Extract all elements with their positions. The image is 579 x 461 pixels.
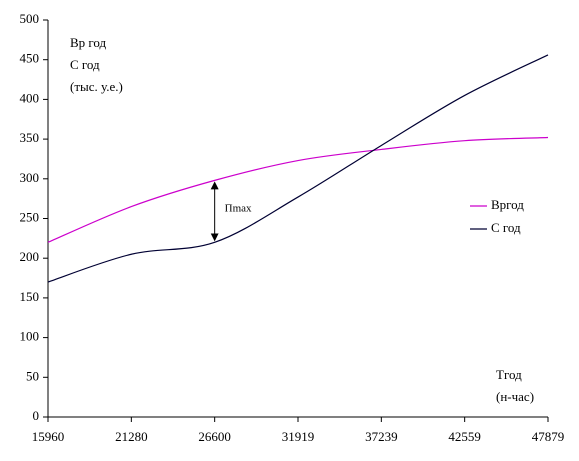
y-tick-label: 200 [20,249,40,264]
y-tick-label: 500 [20,11,40,26]
x-tick-label: 26600 [198,429,231,444]
x-label: (н-час) [496,389,534,404]
y-tick-label: 350 [20,130,40,145]
y-tick-label: 150 [20,289,40,304]
y-label: Вр год [70,35,107,50]
x-tick-label: 31919 [282,429,315,444]
series-line [47,54,549,283]
y-label: (тыс. у.е.) [70,79,123,94]
series-line [47,136,549,243]
x-tick-label: 21280 [115,429,148,444]
y-tick-label: 0 [33,408,40,423]
x-label: Тгод [496,367,522,382]
legend-label: Вргод [491,197,524,212]
legend-label: С год [491,220,521,235]
y-tick-label: 50 [26,368,39,383]
x-tick-label: 15960 [32,429,65,444]
gap-label: Пmax [225,203,252,215]
x-tick-label: 47879 [532,429,565,444]
y-tick-label: 250 [20,209,40,224]
y-tick-label: 100 [20,329,40,344]
y-tick-label: 300 [20,170,40,185]
y-tick-label: 400 [20,90,40,105]
x-tick-label: 37239 [365,429,398,444]
x-tick-label: 42559 [448,429,481,444]
y-tick-label: 450 [20,51,40,66]
y-label: С год [70,57,100,72]
